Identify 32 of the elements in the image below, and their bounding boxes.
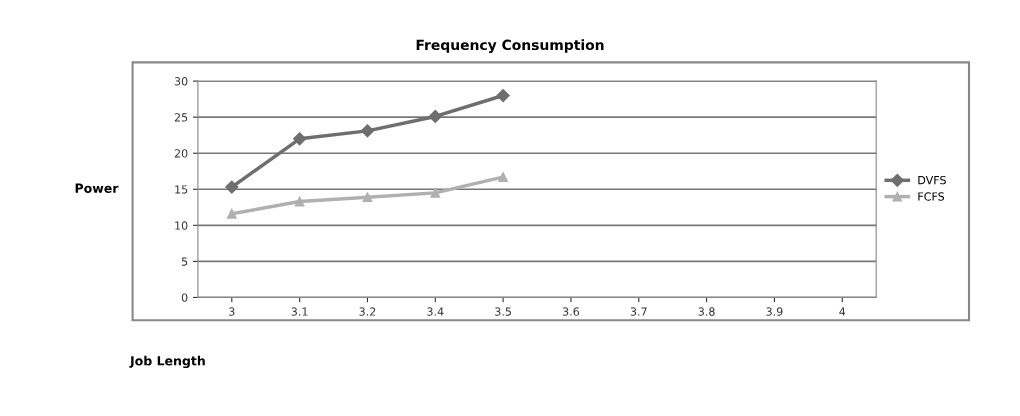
point — [428, 109, 442, 124]
x-tick-label: 3.5 — [495, 307, 511, 316]
y-tick-label: 10 — [175, 221, 188, 230]
y-tick-label: 30 — [174, 77, 188, 86]
legend-label: DVFS — [918, 175, 946, 185]
y-tick-label: 25 — [174, 113, 188, 122]
chart-title: Frequency Consumption — [416, 39, 604, 53]
point — [430, 188, 441, 198]
point — [294, 196, 305, 207]
y-tick-label: 15 — [175, 185, 188, 194]
legend-label: FCFS — [918, 192, 945, 201]
point — [498, 172, 508, 182]
point — [360, 124, 375, 138]
x-tick-label: 4 — [839, 307, 846, 316]
x-tick-label: 3.9 — [766, 307, 783, 316]
point — [226, 208, 237, 219]
x-tick-label: 3.4 — [427, 307, 444, 316]
y-axis-title: Power — [75, 183, 119, 193]
x-tick-label: 3.6 — [562, 307, 580, 316]
y-tick-label: 0 — [181, 293, 188, 302]
y-tick-label: 5 — [181, 257, 188, 266]
x-tick-label: 3.7 — [630, 307, 647, 316]
x-tick-label: 3 — [229, 307, 235, 316]
point — [293, 132, 307, 146]
point — [225, 180, 239, 194]
point — [496, 88, 510, 103]
y-tick-label: 20 — [174, 149, 188, 158]
x-tick-label: 3.2 — [359, 307, 376, 316]
x-axis-title: Job Length — [129, 355, 205, 369]
point — [362, 192, 373, 203]
x-tick-label: 3.8 — [698, 307, 715, 316]
x-tick-label: 3.1 — [291, 307, 308, 316]
